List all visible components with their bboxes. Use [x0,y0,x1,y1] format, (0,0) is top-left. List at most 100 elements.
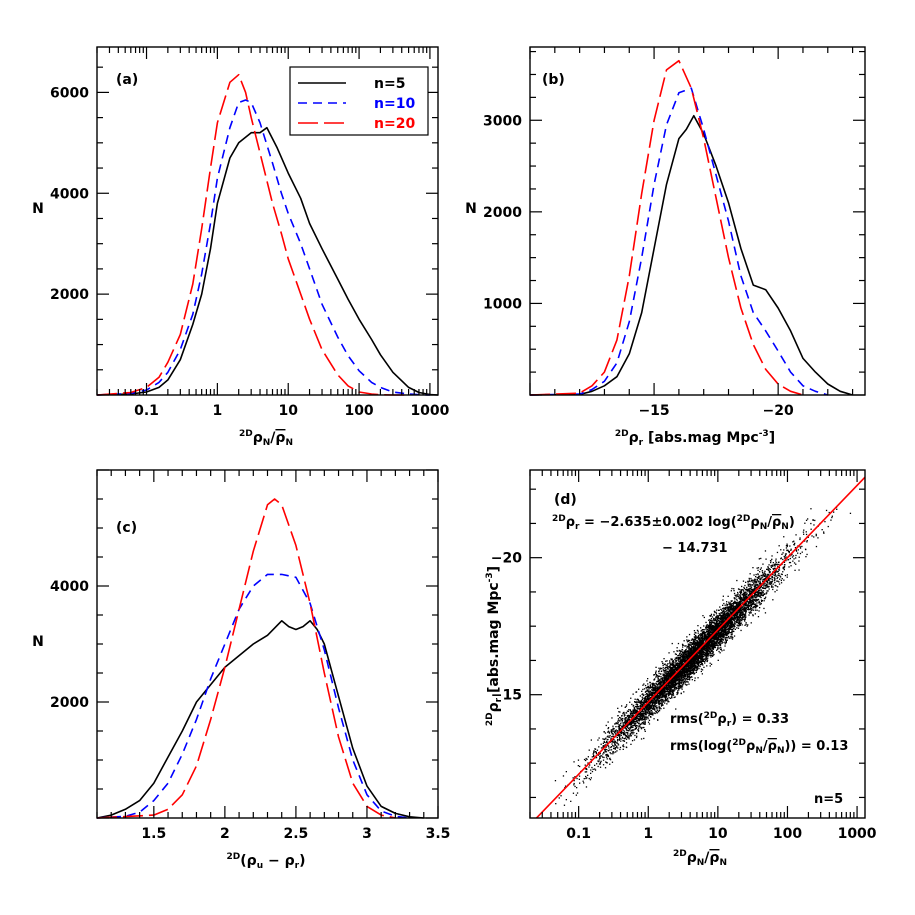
scatter-point [555,803,557,805]
scatter-point [598,763,601,765]
scatter-point [689,662,691,665]
scatter-point [658,670,660,672]
scatter-point [749,593,751,595]
scatter-point [683,654,685,657]
scatter-point [619,748,621,751]
scatter-point [632,725,634,727]
scatter-point [720,648,722,650]
scatter-point [716,649,718,651]
scatter-point [693,657,696,660]
scatter-point [645,690,647,693]
scatter-point [649,703,651,705]
scatter-point [633,710,636,712]
scatter-point [640,713,643,715]
scatter-point [626,704,628,706]
scatter-point [724,604,726,606]
scatter-point [603,752,605,754]
scatter-point [681,688,683,690]
scatter-point [723,609,725,611]
scatter-point [685,663,687,665]
scatter-point [614,748,616,750]
scatter-point [668,666,670,668]
scatter-point [693,642,695,645]
scatter-point [722,636,725,638]
scatter-point [666,686,668,688]
scatter-point [753,585,756,587]
scatter-point [710,648,712,650]
scatter-point [612,727,614,729]
scatter-point [641,723,643,725]
scatter-point [637,698,639,701]
scatter-point [625,729,628,731]
scatter-point [706,648,709,650]
scatter-point [596,763,598,765]
scatter-point [785,560,787,562]
scatter-point [716,640,718,642]
scatter-point [720,624,722,626]
scatter-point [737,593,739,595]
scatter-point [641,716,643,718]
scatter-point [711,616,714,618]
scatter-point [671,690,673,692]
scatter-point [744,584,746,587]
scatter-point [681,678,683,680]
scatter-point [624,706,626,708]
scatter-point [677,668,679,670]
scatter-point [762,594,764,597]
scatter-point [686,678,688,681]
scatter-point [652,713,654,715]
scatter-point [686,673,688,675]
scatter-point [713,639,715,641]
scatter-point [738,588,740,591]
scatter-point [672,684,674,686]
scatter-point [628,727,630,729]
scatter-point [658,705,660,708]
scatter-point [735,608,737,610]
scatter-point [683,682,685,684]
scatter-point [783,549,785,551]
scatter-point [583,758,586,761]
scatter-point [579,782,581,784]
scatter-point [595,752,598,755]
scatter-point [646,692,648,695]
scatter-point [627,720,629,722]
scatter-point [587,756,589,758]
scatter-point [681,659,683,662]
scatter-point [774,573,777,576]
scatter-point [793,543,795,546]
scatter-point [752,567,754,569]
scatter-point [637,706,639,708]
scatter-point [772,586,774,588]
scatter-point [696,645,698,647]
scatter-point [736,598,738,600]
scatter-point [585,777,587,780]
scatter-point [701,635,703,637]
scatter-point [735,595,737,597]
scatter-point [775,561,777,564]
scatter-point [647,716,649,718]
scatter-point [653,699,656,701]
scatter-point [690,648,692,650]
scatter-point [639,726,641,728]
scatter-point [724,608,727,611]
scatter-point [759,591,761,594]
scatter-point [649,692,651,694]
scatter-point [792,560,794,562]
scatter-point [719,643,721,645]
scatter-point [750,580,752,583]
x-tick-label: 1.5 [141,826,166,842]
scatter-point [667,699,669,701]
scatter-point [720,646,722,649]
scatter-point [836,508,838,510]
scatter-point [700,627,702,629]
scatter-point [647,697,649,700]
x-tick-label: 1000 [410,403,449,419]
scatter-point [737,625,739,627]
scatter-point [739,595,741,598]
scatter-point [703,660,706,663]
scatter-point [647,686,649,689]
scatter-point [639,716,641,718]
scatter-point [777,570,779,573]
scatter-point [666,679,668,681]
scatter-point [727,616,729,619]
